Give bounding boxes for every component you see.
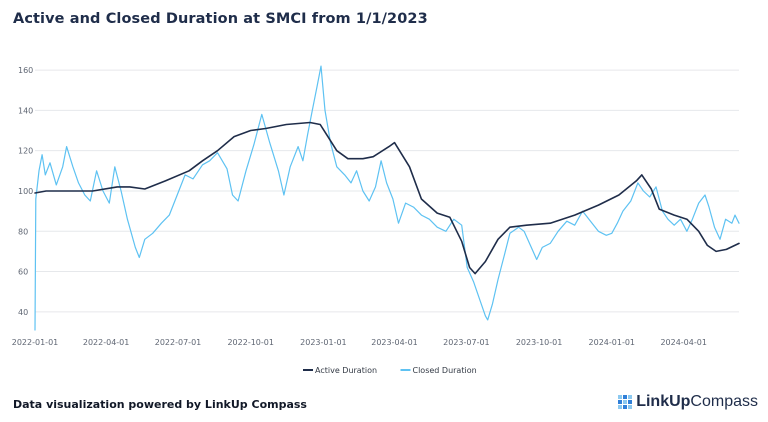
x-tick-label: 2024-01-01 — [589, 338, 636, 347]
series-line-active-duration — [34, 121, 740, 275]
y-tick-label: 60 — [18, 268, 28, 277]
y-tick-label: 140 — [18, 106, 33, 115]
legend-label-closed: Closed Duration — [413, 366, 477, 375]
y-tick-label: 80 — [18, 227, 28, 236]
x-tick-label: 2023-07-01 — [443, 338, 490, 347]
y-tick-label: 160 — [18, 66, 33, 75]
linkup-grid-icon — [618, 395, 633, 409]
x-tick-label: 2024-04-01 — [660, 338, 707, 347]
x-axis-ticks: 2022-01-01 2022-04-01 2022-07-01 2022-10-01… — [12, 338, 707, 347]
y-tick-label: 40 — [18, 308, 28, 317]
brand-name-part1: LinkUp — [636, 393, 691, 410]
brand-name-part2: Compass — [690, 393, 758, 410]
x-tick-label: 2022-01-01 — [12, 338, 59, 347]
x-tick-label: 2022-07-01 — [155, 338, 202, 347]
legend: Active Duration Closed Duration — [303, 366, 477, 375]
x-tick-label: 2023-01-01 — [300, 338, 347, 347]
chart-title: Active and Closed Duration at SMCI from … — [13, 11, 428, 27]
x-tick-label: 2023-04-01 — [371, 338, 418, 347]
brand-logo: LinkUp Compass — [618, 393, 758, 411]
y-axis-ticks: 40 60 80 100 120 140 160 — [18, 66, 33, 317]
y-tick-label: 120 — [18, 147, 33, 156]
footer-credit: Data visualization powered by LinkUp Com… — [13, 398, 307, 411]
grid-layer — [35, 69, 739, 313]
legend-label-active: Active Duration — [315, 366, 377, 375]
y-tick-label: 100 — [18, 187, 33, 196]
x-tick-label: 2022-04-01 — [83, 338, 130, 347]
x-tick-label: 2023-10-01 — [516, 338, 563, 347]
series-line-closed-duration — [34, 65, 740, 331]
x-tick-label: 2022-10-01 — [227, 338, 274, 347]
series-layer — [34, 65, 740, 331]
